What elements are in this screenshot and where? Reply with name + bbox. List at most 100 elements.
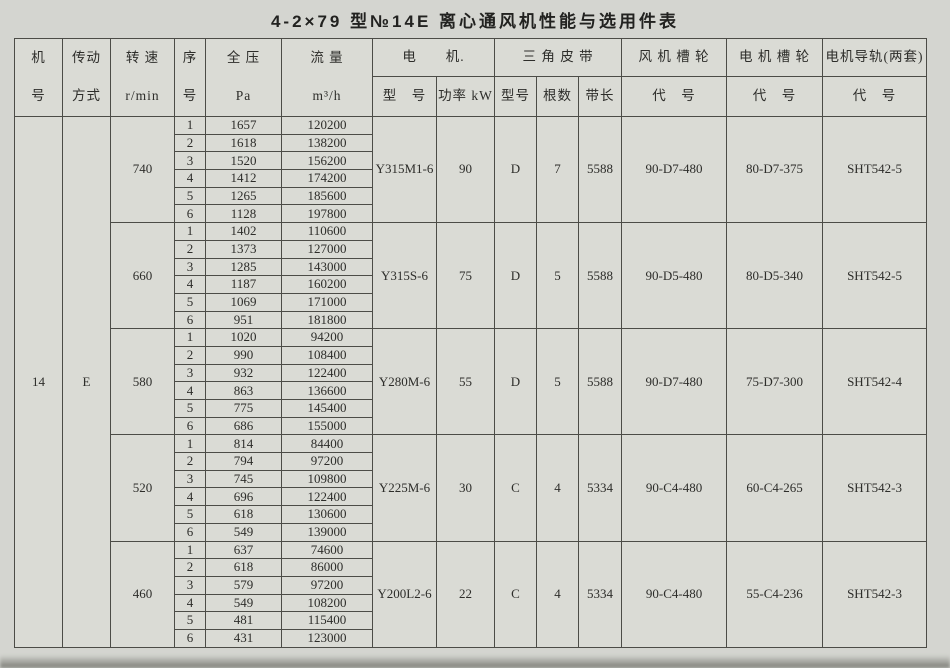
motor-model-cell: Y315M1-6 bbox=[372, 115, 437, 224]
belt-model-cell: C bbox=[494, 434, 537, 542]
belt-model-cell: D bbox=[494, 328, 537, 436]
header-flow: 流 量 m³/h bbox=[281, 38, 373, 117]
fan-pulley-cell: 90-D5-480 bbox=[621, 222, 728, 330]
seq-cell: 6 bbox=[174, 310, 206, 330]
header-rail-code: 代 号 bbox=[822, 76, 928, 117]
flow-cell: 84400 bbox=[281, 434, 373, 454]
header-drive-mode-line2: 方式 bbox=[72, 88, 101, 104]
belt-count-cell: 4 bbox=[536, 434, 579, 542]
header-speed-line1: 转 速 bbox=[125, 49, 160, 65]
flow-cell: 185600 bbox=[281, 186, 373, 206]
flow-cell: 115400 bbox=[281, 611, 373, 630]
seq-cell: 2 bbox=[174, 452, 206, 471]
flow-cell: 155000 bbox=[281, 416, 373, 436]
seq-cell: 6 bbox=[174, 522, 206, 542]
flow-cell: 130600 bbox=[281, 505, 373, 524]
belt-count-cell: 7 bbox=[536, 115, 579, 224]
seq-cell: 5 bbox=[174, 505, 206, 524]
pressure-cell: 951 bbox=[205, 310, 282, 330]
rail-cell: SHT542-5 bbox=[822, 222, 928, 330]
pressure-cell: 1069 bbox=[205, 292, 282, 312]
pressure-cell: 1373 bbox=[205, 239, 282, 259]
header-pressure-line1: 全 压 bbox=[226, 49, 261, 65]
pressure-cell: 863 bbox=[205, 381, 282, 400]
rail-cell: SHT542-3 bbox=[822, 540, 928, 648]
seq-cell: 3 bbox=[174, 469, 206, 489]
header-speed: 转 速 r/min bbox=[110, 38, 175, 117]
motor-pulley-cell: 80-D5-340 bbox=[726, 222, 824, 330]
flow-cell: 94200 bbox=[281, 328, 373, 347]
seq-cell: 1 bbox=[174, 434, 206, 454]
pressure-cell: 618 bbox=[205, 505, 282, 524]
motor-power-cell: 90 bbox=[436, 115, 495, 224]
pressure-cell: 1265 bbox=[205, 186, 282, 206]
pressure-cell: 579 bbox=[205, 575, 282, 595]
pressure-cell: 990 bbox=[205, 345, 282, 365]
pressure-cell: 932 bbox=[205, 363, 282, 383]
seq-cell: 5 bbox=[174, 399, 206, 418]
header-flow-line1: 流 量 bbox=[310, 49, 344, 65]
seq-cell: 3 bbox=[174, 257, 206, 277]
header-pressure: 全 压 Pa bbox=[205, 38, 282, 117]
header-belt-group: 三 角 皮 带 bbox=[493, 37, 623, 78]
pressure-cell: 431 bbox=[205, 628, 282, 648]
seq-cell: 1 bbox=[174, 540, 206, 560]
seq-cell: 5 bbox=[174, 611, 206, 630]
rpm-cell: 740 bbox=[110, 115, 175, 224]
flow-cell: 109800 bbox=[281, 469, 373, 489]
flow-cell: 138200 bbox=[281, 133, 373, 153]
rpm-cell: 520 bbox=[110, 434, 175, 542]
pressure-cell: 1128 bbox=[205, 204, 282, 224]
rail-cell: SHT542-3 bbox=[822, 434, 928, 542]
belt-length-cell: 5588 bbox=[577, 115, 623, 224]
header-motor-pulley-group: 电 机 槽 轮 bbox=[726, 37, 824, 78]
motor-power-cell: 30 bbox=[436, 434, 495, 542]
header-seq-line1: 序 bbox=[182, 49, 198, 65]
header-machine-no-line2: 号 bbox=[31, 88, 46, 104]
header-speed-line2: r/min bbox=[125, 88, 160, 104]
seq-cell: 1 bbox=[174, 328, 206, 347]
header-fan-pulley-group: 风 机 槽 轮 bbox=[621, 37, 728, 78]
seq-cell: 3 bbox=[174, 363, 206, 383]
header-pressure-line2: Pa bbox=[235, 88, 252, 104]
flow-cell: 171000 bbox=[281, 292, 373, 312]
belt-length-cell: 5334 bbox=[577, 540, 623, 648]
belt-count-cell: 4 bbox=[536, 540, 579, 648]
seq-cell: 2 bbox=[174, 239, 206, 259]
fan-pulley-cell: 90-C4-480 bbox=[621, 540, 728, 648]
header-seq: 序 号 bbox=[174, 38, 206, 117]
flow-cell: 160200 bbox=[281, 275, 373, 294]
pressure-cell: 745 bbox=[205, 469, 282, 489]
seq-cell: 2 bbox=[174, 345, 206, 365]
flow-cell: 110600 bbox=[281, 222, 373, 241]
pressure-cell: 1020 bbox=[205, 328, 282, 347]
flow-cell: 86000 bbox=[281, 558, 373, 577]
pressure-cell: 686 bbox=[205, 416, 282, 436]
pressure-cell: 1187 bbox=[205, 275, 282, 294]
seq-cell: 4 bbox=[174, 593, 206, 613]
flow-cell: 97200 bbox=[281, 575, 373, 595]
pressure-cell: 794 bbox=[205, 452, 282, 471]
flow-cell: 136600 bbox=[281, 381, 373, 400]
flow-cell: 143000 bbox=[281, 257, 373, 277]
belt-model-cell: D bbox=[494, 115, 537, 224]
flow-cell: 74600 bbox=[281, 540, 373, 560]
seq-cell: 1 bbox=[174, 222, 206, 241]
page-title: 4-2×79 型№14E 离心通风机性能与选用件表 bbox=[270, 12, 680, 31]
flow-cell: 123000 bbox=[281, 628, 373, 648]
belt-count-cell: 5 bbox=[536, 328, 579, 436]
drive-mode-cell: E bbox=[62, 116, 111, 648]
header-drive-mode-line1: 传动 bbox=[72, 49, 101, 65]
table-body: 14 E 740 1 1657 120200 Y315M1-6 90 D 7 5… bbox=[14, 115, 928, 648]
seq-cell: 4 bbox=[174, 381, 206, 400]
seq-cell: 5 bbox=[174, 292, 206, 312]
flow-cell: 108400 bbox=[281, 345, 373, 365]
motor-power-cell: 55 bbox=[436, 328, 495, 436]
fan-pulley-cell: 90-D7-480 bbox=[621, 328, 728, 436]
pressure-cell: 481 bbox=[205, 611, 282, 630]
header-belt-count: 根数 bbox=[536, 76, 579, 117]
rail-cell: SHT542-5 bbox=[822, 115, 928, 224]
pressure-cell: 814 bbox=[205, 434, 282, 454]
header-machine-no-line1: 机 bbox=[31, 49, 46, 65]
flow-cell: 174200 bbox=[281, 169, 373, 188]
